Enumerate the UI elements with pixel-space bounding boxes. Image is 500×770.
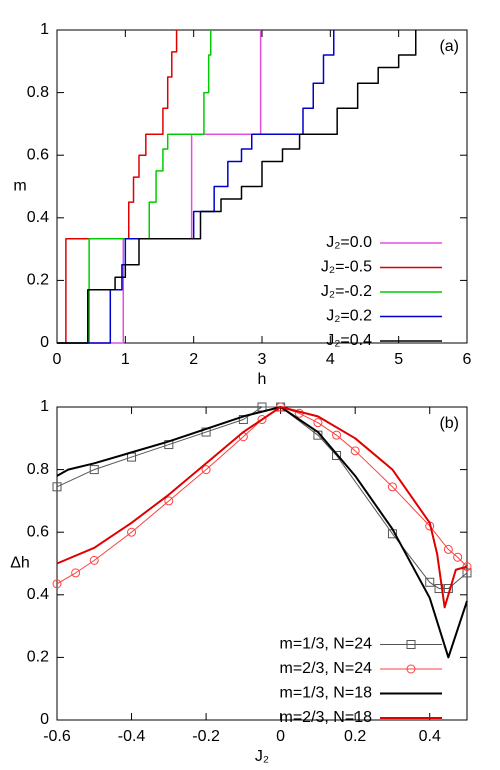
marker [332,451,342,461]
marker [127,527,137,537]
x-tick-label: 2 [189,351,198,368]
x-tick-label: 0.4 [419,728,441,745]
x-tick-label: 4 [326,351,335,368]
legend-label: m=2/3, N=24 [280,660,373,677]
y-axis-label: m [13,178,26,195]
y-tick-label: 0 [40,334,49,351]
marker [350,446,360,456]
x-tick-label: 5 [394,351,403,368]
y-tick-label: 0.2 [27,272,49,289]
x-tick-label: 3 [258,351,267,368]
marker [425,577,435,587]
marker [434,584,444,594]
marker [52,579,62,589]
marker [257,415,267,425]
legend-label: J₂=-0.2 [321,283,372,300]
y-tick-label: 0.4 [27,586,49,603]
y-axis-label: Δh [10,555,30,572]
marker [406,664,416,674]
plot-frame [56,406,468,721]
marker [71,568,81,578]
marker [462,562,472,572]
marker [443,544,453,554]
y-tick-label: 0.4 [27,209,49,226]
series-line [56,406,468,609]
marker [201,465,211,475]
series-line [57,30,335,344]
x-tick-label: 0 [53,351,62,368]
panel-label: (a) [439,38,459,55]
y-tick-label: 0 [40,711,49,728]
marker [453,552,463,562]
x-tick-label: -0.6 [43,728,71,745]
y-tick-label: 0.6 [27,146,49,163]
series-line [57,30,417,344]
marker [52,482,62,492]
marker [387,482,397,492]
legend-label: J₂=0.2 [326,308,372,325]
y-tick-label: 0.2 [27,649,49,666]
legend-label: m=2/3, N=18 [280,709,373,726]
series-line [56,406,468,659]
x-tick-label: 1 [121,351,130,368]
x-axis-label: h [258,371,267,388]
legend-label: m=1/3, N=18 [280,685,373,702]
y-tick-label: 1 [40,398,49,415]
marker [164,496,174,506]
legend-label: m=1/3, N=24 [280,636,373,653]
y-tick-label: 0.8 [27,461,49,478]
legend-label: J₂=0.0 [326,234,372,251]
marker [313,418,323,428]
marker [332,430,342,440]
legend-label: J₂=-0.5 [321,259,372,276]
y-tick-label: 1 [40,21,49,38]
x-tick-label: 0.2 [344,728,366,745]
series-line [57,30,178,344]
marker [89,555,99,565]
x-tick-label: 0 [276,728,285,745]
marker [462,568,472,578]
panel-label: (b) [439,415,459,432]
series-line [56,406,468,585]
marker [406,640,416,649]
x-axis-label: J₂ [255,748,269,765]
x-tick-label: -0.4 [118,728,146,745]
y-tick-label: 0.8 [27,84,49,101]
legend-label: J₂=0.4 [326,332,372,349]
marker [89,465,99,475]
x-tick-label: 6 [463,351,472,368]
y-tick-label: 0.6 [27,523,49,540]
x-tick-label: -0.2 [192,728,220,745]
series-line [56,406,468,590]
